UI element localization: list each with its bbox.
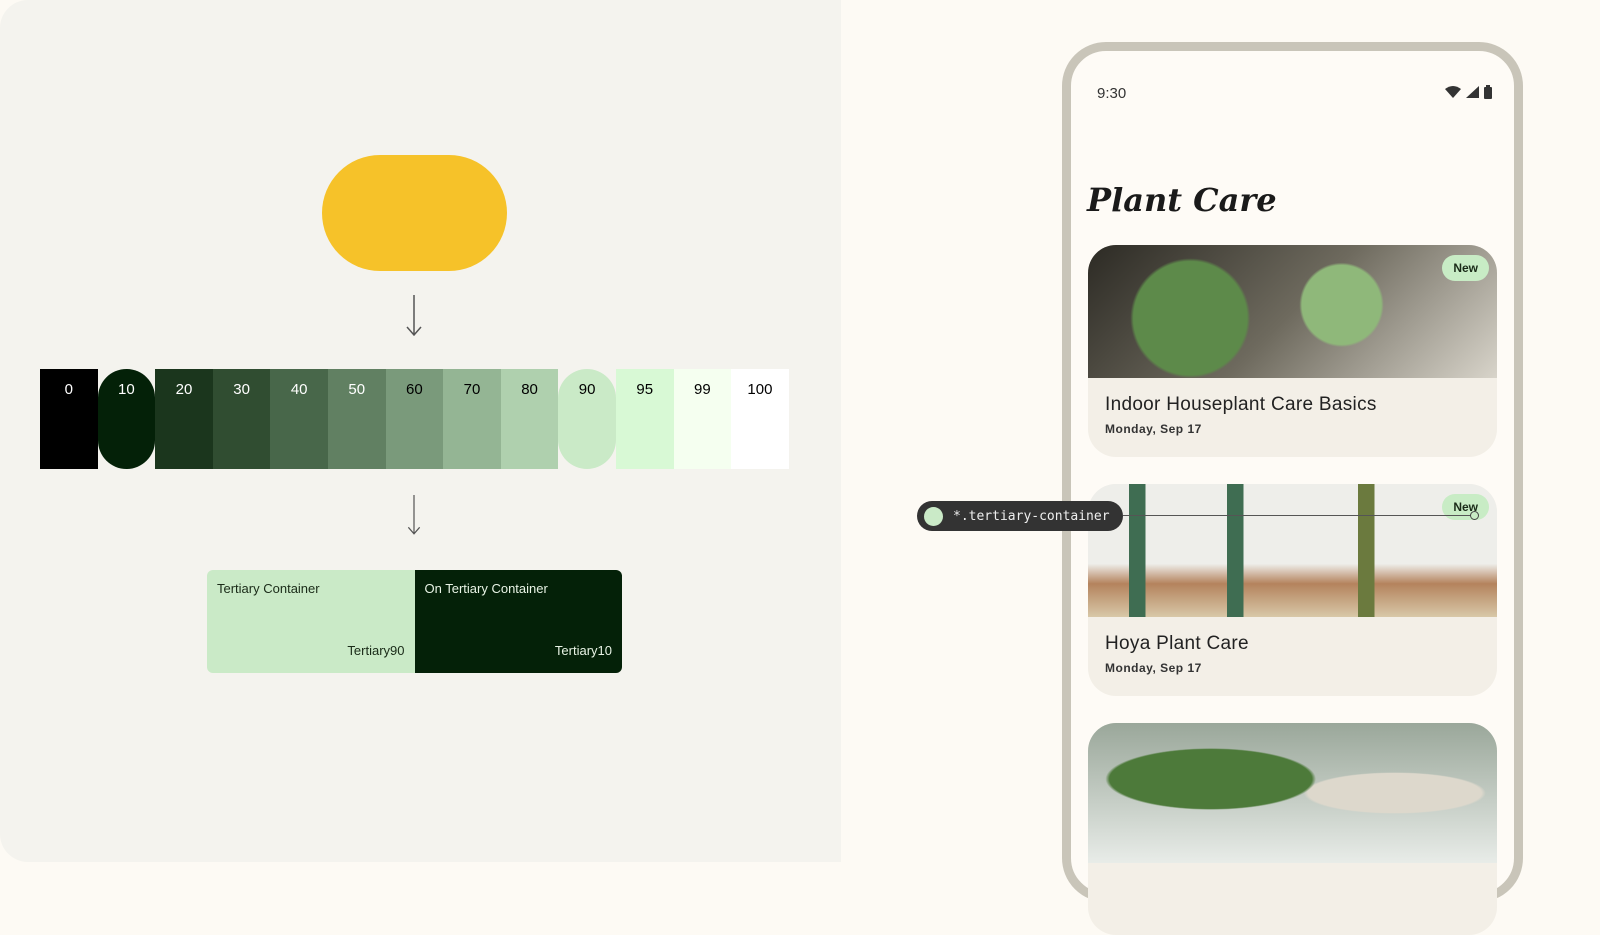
article-image: [1088, 723, 1497, 863]
role-tone: Tertiary90: [347, 643, 405, 658]
tone-swatch-0: 0: [40, 369, 98, 469]
role-tone: Tertiary10: [554, 643, 612, 658]
on-tertiary-container-role: On Tertiary Container Tertiary10: [414, 570, 622, 673]
palette-panel: 0 10 20 30 40 50 60 70 80 90 95 99 100 Tertiary Cont…: [0, 0, 841, 862]
tone-swatch-100: 100: [731, 369, 789, 469]
tone-swatch-99: 99: [673, 369, 732, 469]
arrow-down-icon: [406, 295, 422, 337]
swatch-dot: [924, 506, 943, 526]
color-role-tooltip: *.tertiary-container: [917, 501, 1123, 531]
tooltip-anchor: [1470, 511, 1479, 520]
new-badge: New: [1442, 494, 1489, 520]
phone-frame: 9:30 Plant Care New Indoor Houseplant Ca…: [1062, 42, 1523, 935]
tooltip-leader-line: [1123, 515, 1474, 516]
tone-swatch-95: 95: [615, 369, 674, 469]
battery-icon: [1484, 85, 1492, 99]
role-name: On Tertiary Container: [424, 581, 548, 596]
article-image: New: [1088, 245, 1497, 378]
tone-swatch-90: 90: [558, 369, 616, 469]
article-date: Monday, Sep 17: [1105, 661, 1202, 675]
article-image: New: [1088, 484, 1497, 617]
signal-icon: [1466, 86, 1479, 98]
tone-swatch-70: 70: [443, 369, 501, 469]
article-title: Hoya Plant Care: [1105, 633, 1249, 654]
tone-swatch-60: 60: [385, 369, 444, 469]
role-name: Tertiary Container: [217, 581, 320, 596]
article-card[interactable]: New Indoor Houseplant Care Basics Monday…: [1088, 245, 1497, 457]
new-badge: New: [1442, 255, 1489, 281]
tone-swatch-80: 80: [500, 369, 559, 469]
tone-swatch-20: 20: [155, 369, 213, 469]
tone-swatch-50: 50: [327, 369, 386, 469]
article-card[interactable]: New Hoya Plant Care Monday, Sep 17: [1088, 484, 1497, 696]
tertiary-container-role: Tertiary Container Tertiary90: [207, 570, 415, 673]
tone-swatch-30: 30: [212, 369, 271, 469]
arrow-down-icon: [407, 495, 421, 535]
article-date: Monday, Sep 17: [1105, 422, 1202, 436]
seed-color-swatch: [322, 155, 507, 271]
wifi-icon: [1445, 86, 1461, 98]
tooltip-label: *.tertiary-container: [953, 508, 1110, 524]
status-time: 9:30: [1097, 85, 1127, 102]
tonal-palette: 0 10 20 30 40 50 60 70 80 90 95 99 100: [40, 369, 789, 469]
tone-swatch-10: 10: [97, 369, 156, 469]
article-title: Indoor Houseplant Care Basics: [1105, 394, 1377, 415]
page-title: Plant Care: [1087, 181, 1277, 219]
color-role-pair: Tertiary Container Tertiary90 On Tertiary…: [207, 570, 622, 673]
status-bar-icons: [1445, 85, 1492, 99]
tone-swatch-40: 40: [270, 369, 328, 469]
article-card[interactable]: [1088, 723, 1497, 935]
